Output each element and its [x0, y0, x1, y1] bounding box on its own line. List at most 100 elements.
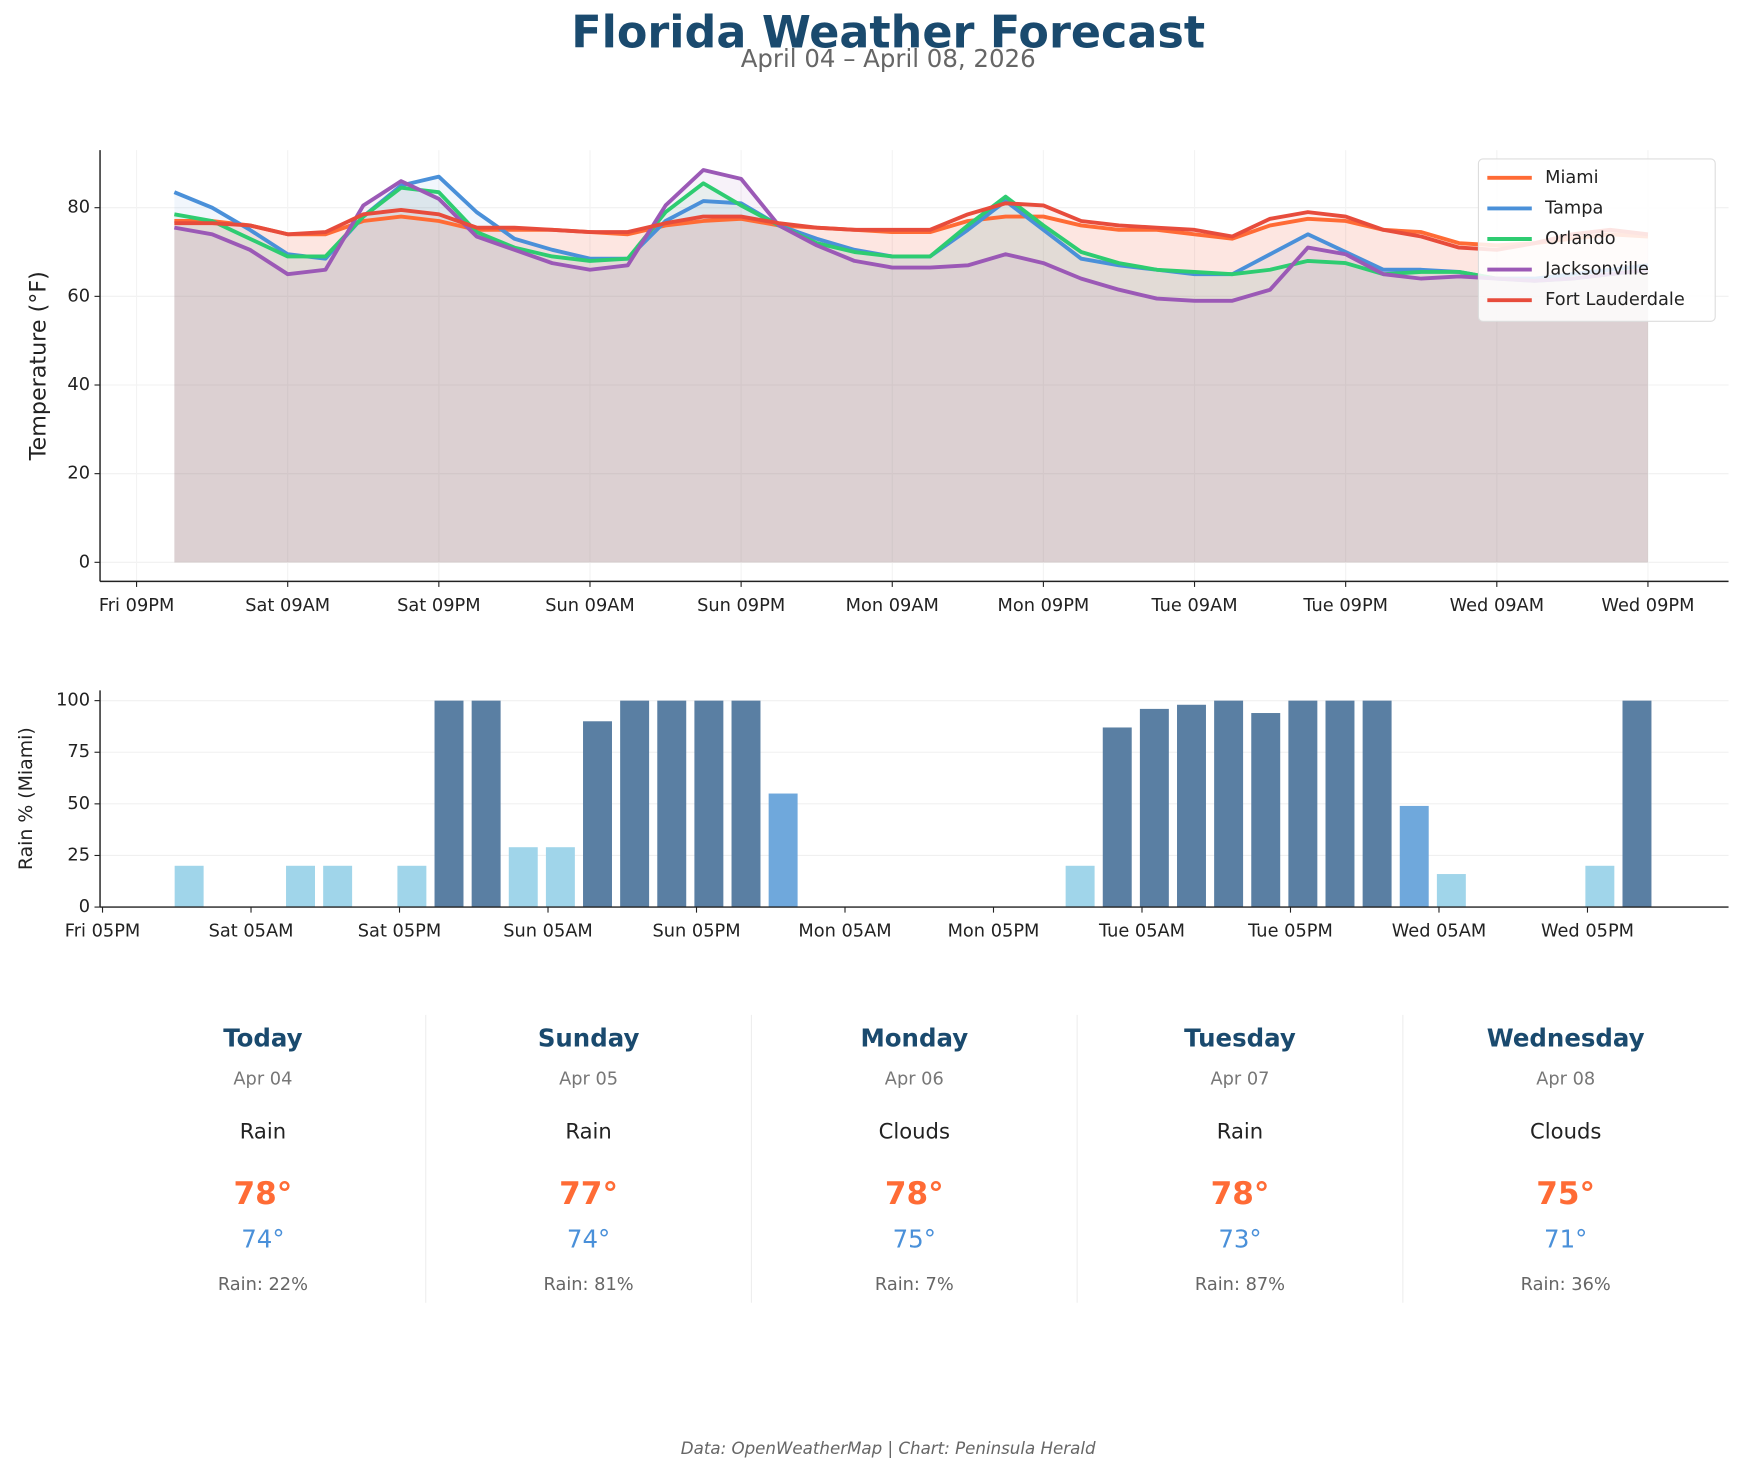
- bar: [731, 700, 761, 908]
- y-tick-label: 50: [67, 793, 90, 814]
- x-tick-label: Sat 05AM: [209, 921, 294, 942]
- card-day: Sunday: [538, 1023, 640, 1052]
- bar: [174, 865, 204, 908]
- y-tick-label: 75: [67, 741, 90, 762]
- card-condition: Rain: [240, 1119, 286, 1144]
- bar: [286, 865, 315, 908]
- line: [174, 201, 1649, 252]
- x-tick-label: Mon 05AM: [798, 921, 891, 942]
- x-tick-label: Sun 05AM: [503, 921, 593, 942]
- x-tick-label: Tue 05AM: [1098, 921, 1185, 942]
- card-low: 71°: [1544, 1225, 1587, 1254]
- y-tick-label: 0: [79, 551, 90, 572]
- bar: [1399, 805, 1429, 908]
- card-high: 75°: [1536, 1176, 1595, 1212]
- bar: [1585, 865, 1615, 908]
- card-rain: Rain: 87%: [1195, 1274, 1285, 1295]
- y-tick-label: 20: [67, 463, 90, 484]
- y-axis-label: Rain % (Miami): [15, 727, 37, 870]
- bar: [397, 865, 427, 908]
- y-tick-label: 40: [67, 374, 90, 395]
- x-tick-label: Mon 09AM: [846, 595, 939, 616]
- area-fill: [174, 170, 1648, 563]
- y-tick-label: 80: [67, 197, 90, 218]
- bar: [620, 700, 650, 908]
- card-high: 78°: [1211, 1176, 1270, 1212]
- x-tick-label: Sat 09PM: [397, 595, 480, 616]
- card-date: Apr 07: [1210, 1068, 1269, 1089]
- x-tick-label: Tue 09PM: [1302, 595, 1388, 616]
- bar: [545, 847, 575, 908]
- card-condition: Rain: [1217, 1119, 1263, 1144]
- card-day: Tuesday: [1184, 1023, 1296, 1052]
- legend-label: Fort Lauderdale: [1545, 289, 1685, 310]
- card-date: Apr 05: [559, 1068, 618, 1089]
- subtitle: April 04 – April 08, 2026: [741, 44, 1036, 73]
- card-day: Monday: [860, 1023, 968, 1052]
- bar: [768, 793, 798, 908]
- card-low: 74°: [241, 1225, 284, 1254]
- card-low: 75°: [893, 1225, 936, 1254]
- card-date: Apr 04: [233, 1068, 292, 1089]
- bar: [1102, 727, 1132, 908]
- area-fill: [174, 203, 1648, 563]
- x-tick-label: Fri 05PM: [65, 921, 140, 942]
- card-rain: Rain: 36%: [1521, 1274, 1611, 1295]
- legend-label: Tampa: [1544, 197, 1603, 218]
- x-tick-label: Sun 05PM: [652, 921, 740, 942]
- legend-label: Jacksonville: [1544, 259, 1649, 280]
- x-tick-label: Sat 05PM: [358, 921, 441, 942]
- area-fill: [174, 216, 1648, 563]
- x-tick-label: Mon 09PM: [998, 595, 1090, 616]
- x-tick-label: Sat 09AM: [245, 595, 330, 616]
- card-date: Apr 06: [885, 1068, 944, 1089]
- x-tick-label: Tue 05PM: [1247, 921, 1333, 942]
- card-condition: Rain: [565, 1119, 611, 1144]
- line: [174, 168, 1649, 303]
- bar: [1139, 708, 1169, 908]
- title: Florida Weather Forecast: [571, 8, 1205, 59]
- x-tick-label: Wed 05PM: [1541, 921, 1634, 942]
- bar: [1362, 700, 1392, 908]
- x-tick-label: Mon 05PM: [948, 921, 1040, 942]
- bar: [1325, 700, 1355, 908]
- card-day: Wednesday: [1487, 1023, 1645, 1052]
- bar: [434, 700, 464, 908]
- card-high: 78°: [233, 1176, 292, 1212]
- bar: [1177, 704, 1206, 908]
- card-low: 74°: [567, 1225, 610, 1254]
- card-rain: Rain: 22%: [218, 1274, 308, 1295]
- card-condition: Clouds: [1530, 1119, 1601, 1144]
- card-day: Today: [223, 1023, 302, 1052]
- y-tick-label: 100: [56, 690, 90, 711]
- line: [174, 214, 1649, 248]
- y-axis-label: Temperature (°F): [25, 271, 51, 461]
- bar: [508, 847, 538, 908]
- bar: [1251, 713, 1281, 908]
- bar: [323, 865, 353, 908]
- x-tick-label: Sun 09AM: [545, 595, 635, 616]
- card-rain: Rain: 7%: [875, 1274, 954, 1295]
- footer: Data: OpenWeatherMap | Chart: Peninsula …: [681, 1439, 1096, 1458]
- area-fill: [174, 176, 1648, 563]
- bar: [471, 700, 501, 908]
- x-tick-label: Tue 09AM: [1150, 595, 1237, 616]
- card-high: 77°: [559, 1176, 618, 1212]
- x-tick-label: Fri 09PM: [99, 595, 174, 616]
- bar: [657, 700, 687, 908]
- y-tick-label: 0: [79, 896, 90, 917]
- bar: [1214, 700, 1244, 908]
- y-tick-label: 25: [67, 844, 90, 865]
- card-high: 78°: [885, 1176, 944, 1212]
- legend-label: Orlando: [1545, 228, 1616, 249]
- bar: [1288, 700, 1318, 908]
- x-tick-label: Wed 09AM: [1450, 595, 1544, 616]
- x-tick-label: Wed 05AM: [1392, 921, 1486, 942]
- legend-box: [1477, 158, 1716, 322]
- card-condition: Clouds: [879, 1119, 950, 1144]
- bar: [694, 700, 724, 908]
- card-low: 73°: [1218, 1225, 1261, 1254]
- y-tick-label: 60: [67, 285, 90, 306]
- bar: [1436, 874, 1466, 908]
